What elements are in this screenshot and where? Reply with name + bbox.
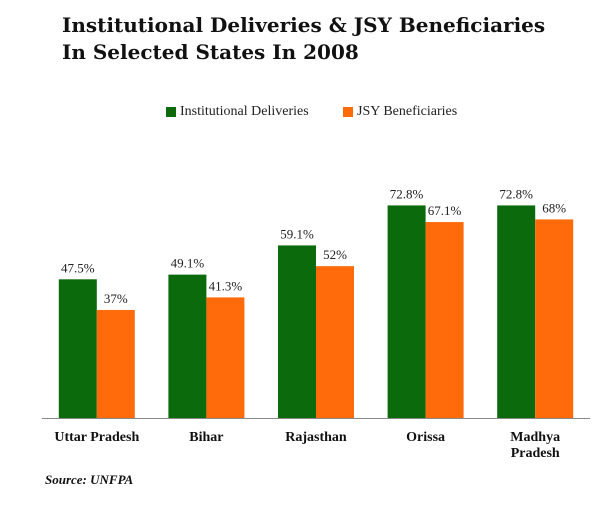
legend-item-institutional: Institutional Deliveries [166, 104, 309, 120]
data-label-institutional-1: 47.5% [61, 260, 95, 275]
data-label-jsy-3: 52% [323, 247, 347, 262]
data-label-institutional-2: 49.1% [171, 256, 205, 271]
bar-institutional-2 [168, 274, 207, 418]
bar-jsy-4 [425, 222, 464, 418]
bar-jsy-5 [535, 219, 574, 418]
x-tick-label-4: Orissa [406, 430, 445, 445]
bar-institutional-4 [387, 205, 426, 418]
bar-jsy-2 [206, 297, 245, 418]
source-note: Source: UNFPA [45, 472, 134, 487]
chart-title: Institutional Deliveries & JSY Beneficia… [62, 12, 545, 66]
bar-institutional-3 [278, 245, 316, 418]
chart-title-line-1: Institutional Deliveries & JSY Beneficia… [62, 13, 546, 37]
x-tick-label-5-line-1: Madhya [510, 430, 560, 445]
bar-institutional-1 [58, 279, 97, 418]
data-label-institutional-5: 72.8% [499, 186, 533, 201]
data-label-institutional-4: 72.8% [390, 186, 424, 201]
data-label-jsy-5: 68% [542, 200, 566, 215]
bar-institutional-5 [497, 205, 536, 418]
bar-jsy-3 [316, 266, 354, 418]
legend-label-jsy: JSY Beneficiaries [357, 104, 458, 119]
bar-jsy-1 [96, 309, 135, 418]
chart-title-line-2: In Selected States In 2008 [62, 40, 359, 64]
x-tick-label-1: Uttar Pradesh [54, 430, 139, 445]
legend-swatch-jsy [343, 107, 353, 117]
x-tick-label-5-line-2: Pradesh [511, 446, 560, 461]
data-label-jsy-4: 67.1% [428, 203, 462, 218]
legend-swatch-institutional [166, 107, 176, 117]
data-label-jsy-2: 41.3% [209, 278, 243, 293]
data-label-jsy-1: 37% [104, 291, 128, 306]
legend-label-institutional: Institutional Deliveries [180, 104, 309, 119]
x-tick-label-3: Rajasthan [285, 430, 347, 445]
data-label-institutional-3: 59.1% [280, 226, 314, 241]
x-tick-label-2: Bihar [189, 430, 223, 445]
legend-item-jsy: JSY Beneficiaries [343, 104, 457, 120]
